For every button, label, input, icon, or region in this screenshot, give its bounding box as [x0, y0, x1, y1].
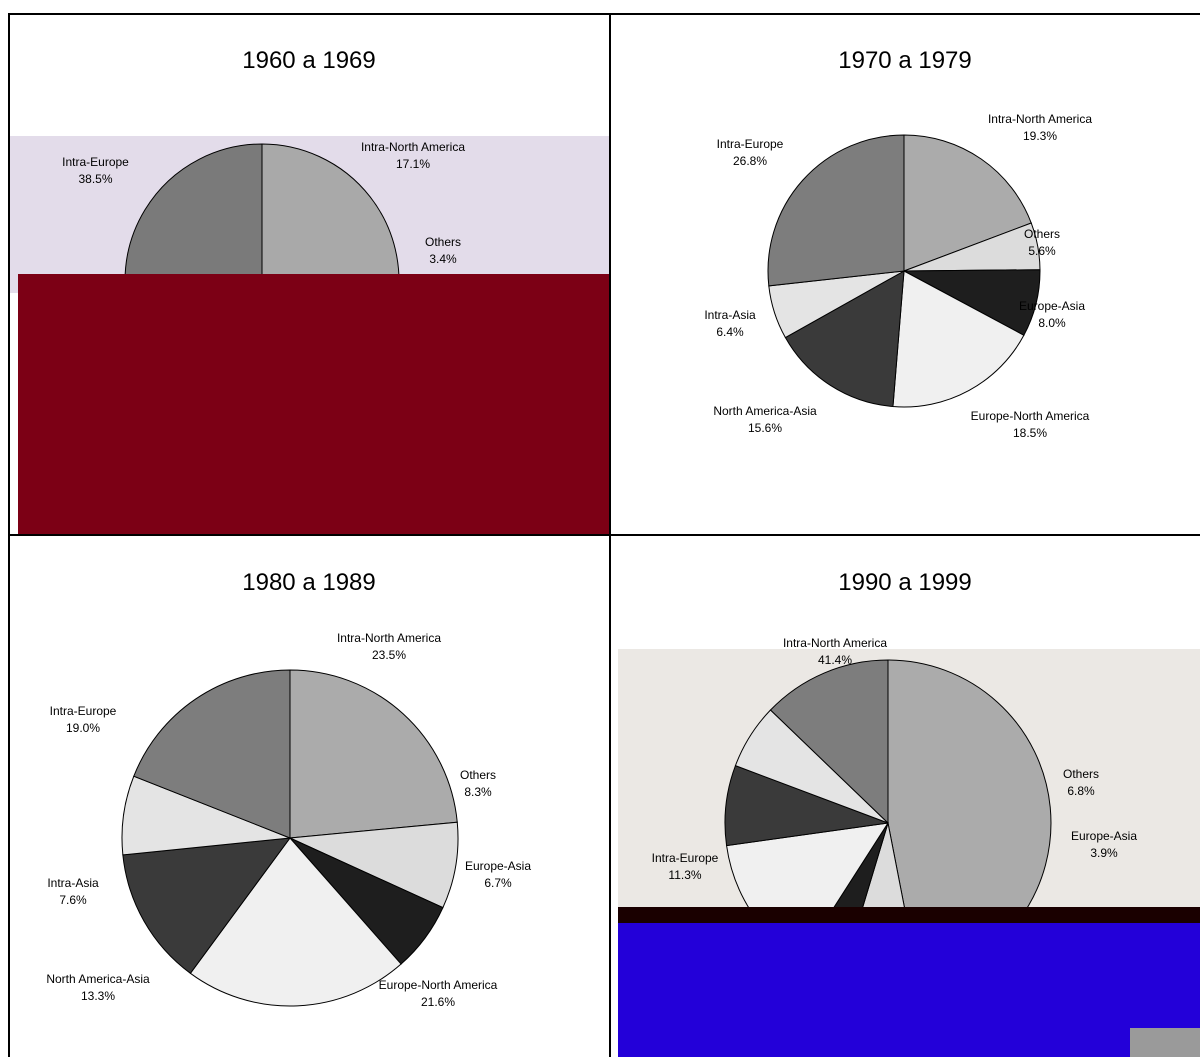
- slice-label-europe-asia: Europe-Asia 6.7%: [464, 859, 532, 890]
- slice-label-intra-north-america: Intra-North America 17.1%: [360, 140, 466, 171]
- panel-1980s: 1980 a 1989 Intra-Europe 19.0% Intra-Nort…: [8, 535, 610, 1057]
- slice-label-intra-europe: Intra-Europe 19.0%: [49, 704, 117, 735]
- slice-label-europe-north-america: Europe-North America 21.6%: [378, 978, 498, 1009]
- panel-1970s: 1970 a 1979 Intra-Europe 26.8% Intra-Nort…: [610, 13, 1200, 535]
- obscured-block-gray: [1130, 1028, 1200, 1057]
- pie-slice-intra-north-america: [289, 669, 458, 839]
- chart-title: 1990 a 1999: [838, 569, 972, 596]
- chart-title: 1960 a 1969: [242, 47, 376, 74]
- panel-1990s: 1990 a 1999 Intra-North America 41.4% Oth…: [610, 535, 1200, 1057]
- chart-title: 1980 a 1989: [242, 569, 376, 596]
- slice-label-intra-europe: Intra-Europe 11.3%: [651, 851, 719, 882]
- slice-label-intra-north-america: Intra-North America 23.5%: [336, 631, 442, 662]
- chart-grid: 1960 a 1969 Intra-Europe 38.5% Intra-Nort…: [8, 13, 1200, 1057]
- slice-label-intra-europe: Intra-Europe 26.8%: [716, 137, 784, 168]
- chart-title: 1970 a 1979: [838, 47, 972, 74]
- slice-label-intra-europe: Intra-Europe 38.5%: [62, 155, 129, 186]
- slice-label-intra-north-america: Intra-North America 19.3%: [987, 112, 1093, 143]
- slice-label-others: Others 6.8%: [1062, 767, 1099, 798]
- pie-slice-europe-north-america: [892, 270, 1025, 408]
- slice-label-north-america-asia: North America-Asia 15.6%: [713, 404, 817, 435]
- pie-slice-europe-north-america: [189, 837, 402, 1007]
- pie-chart-1970s: [767, 134, 1041, 408]
- slice-label-europe-asia: Europe-Asia 3.9%: [1070, 829, 1138, 860]
- pie-slice-north-america-asia: [784, 270, 905, 408]
- slice-label-intra-asia: Intra-Asia 6.4%: [704, 308, 756, 339]
- slice-label-north-america-asia: North America-Asia 13.3%: [46, 972, 150, 1003]
- slice-label-others: Others 5.6%: [1023, 227, 1060, 258]
- pie-slice-intra-europe: [769, 659, 889, 825]
- slice-label-intra-north-america: Intra-North America 41.4%: [782, 636, 888, 667]
- pie-slice-north-america-asia: [122, 837, 292, 974]
- obscured-block: [18, 274, 610, 535]
- slice-label-europe-north-america: Europe-North America 18.5%: [970, 409, 1090, 440]
- border-top: [8, 13, 1200, 15]
- pie-slice-intra-europe: [767, 134, 905, 287]
- obscured-block-dark: [618, 907, 1200, 923]
- panel-1960s: 1960 a 1969 Intra-Europe 38.5% Intra-Nort…: [8, 13, 610, 535]
- pie-slice-others: [288, 821, 459, 909]
- obscured-block-blue: [618, 923, 1200, 1057]
- slice-label-intra-asia: Intra-Asia 7.6%: [47, 876, 99, 907]
- slice-label-others: Others 8.3%: [459, 768, 496, 799]
- slice-label-europe-asia: Europe-Asia 8.0%: [1018, 299, 1086, 330]
- border-horizontal-divider: [8, 534, 1200, 536]
- slice-label-others: Others 3.4%: [424, 235, 461, 266]
- pie-slice-intra-europe: [133, 669, 291, 839]
- pie-chart-1980s: [121, 669, 459, 1007]
- pie-slice-intra-north-america: [903, 134, 1032, 272]
